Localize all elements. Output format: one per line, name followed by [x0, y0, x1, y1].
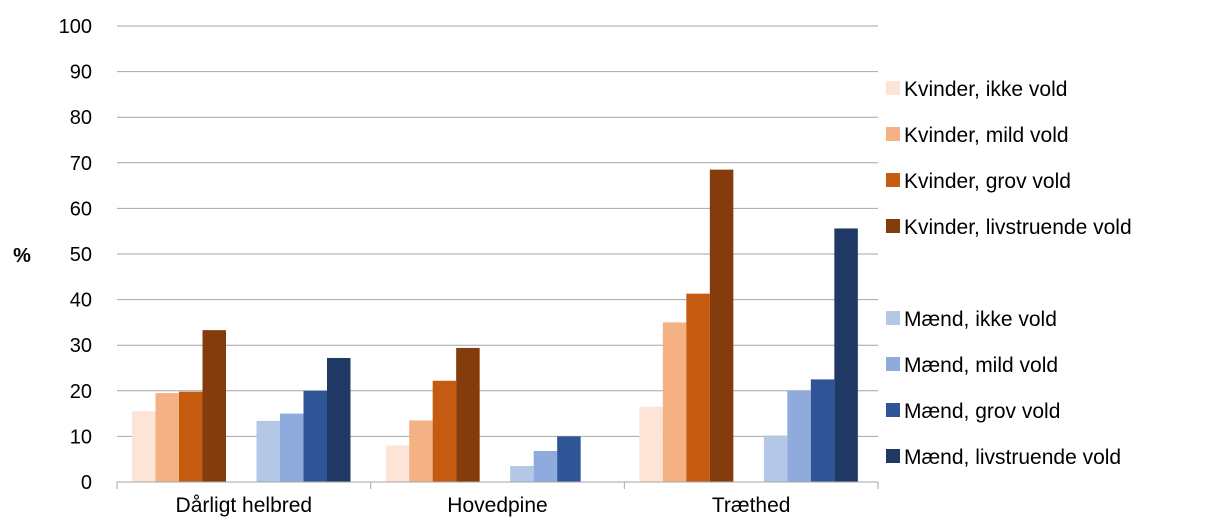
bar	[327, 357, 351, 482]
bar	[639, 406, 663, 482]
y-tick-label: 10	[70, 426, 92, 448]
y-tick-labels: 0 10 20 30 40 50 60 70 80 90 100	[59, 16, 92, 494]
legend-label: Mænd, mild vold	[904, 354, 1058, 377]
y-tick-label: 30	[70, 335, 92, 357]
y-tick-label: 50	[70, 244, 92, 266]
bar	[280, 413, 304, 482]
y-tick-label: 60	[70, 198, 92, 220]
x-category-label: Dårligt helbred	[176, 494, 313, 517]
legend-label: Mænd, livstruende vold	[904, 446, 1121, 469]
x-category-labels: Dårligt helbred Hovedpine Træthed	[176, 494, 791, 517]
legend-label: Kvinder, ikke vold	[904, 78, 1067, 101]
legend-label: Kvinder, livstruende vold	[904, 216, 1132, 239]
bar	[533, 450, 558, 482]
y-tick-label: 100	[59, 16, 92, 38]
x-category-label: Hovedpine	[447, 494, 547, 517]
legend-swatch	[886, 311, 900, 325]
y-tick-label: 40	[70, 290, 92, 312]
bar	[662, 322, 687, 482]
bar	[409, 420, 433, 482]
bar	[510, 466, 534, 482]
bar	[810, 379, 835, 482]
bar	[763, 435, 788, 482]
bar	[202, 330, 226, 482]
legend-label: Kvinder, grov vold	[904, 170, 1071, 193]
legend-swatch	[886, 81, 900, 95]
y-tick-label: 0	[81, 472, 92, 494]
gridlines	[117, 25, 878, 437]
bar	[132, 411, 156, 482]
bar	[787, 390, 811, 482]
y-tick-label: 80	[70, 107, 92, 129]
legend-label: Kvinder, mild vold	[904, 124, 1069, 147]
bar	[256, 420, 280, 482]
bar	[557, 436, 581, 482]
bar	[385, 445, 410, 482]
axes	[116, 481, 879, 489]
legend-swatch	[886, 173, 900, 187]
bar	[303, 390, 327, 482]
bar	[155, 393, 179, 482]
bars	[132, 169, 858, 482]
legend-swatch	[886, 357, 900, 371]
y-axis-label: %	[13, 245, 31, 267]
legend-swatch	[886, 219, 900, 233]
legend-swatch	[886, 127, 900, 141]
bar	[686, 293, 710, 482]
y-tick-label: 70	[70, 153, 92, 175]
legend-label: Mænd, grov vold	[904, 400, 1060, 423]
bar	[456, 347, 480, 482]
bar	[432, 380, 457, 482]
y-tick-label: 20	[70, 381, 92, 403]
bar	[709, 169, 734, 482]
bar	[834, 228, 858, 482]
legend-swatch	[886, 449, 900, 463]
legend-label: Mænd, ikke vold	[904, 308, 1057, 331]
y-tick-label: 90	[70, 62, 92, 84]
x-category-label: Træthed	[712, 494, 791, 517]
bar	[179, 391, 203, 482]
legend-swatch	[886, 403, 900, 417]
legend: Kvinder, ikke vold Kvinder, mild vold Kvin…	[886, 78, 1132, 469]
